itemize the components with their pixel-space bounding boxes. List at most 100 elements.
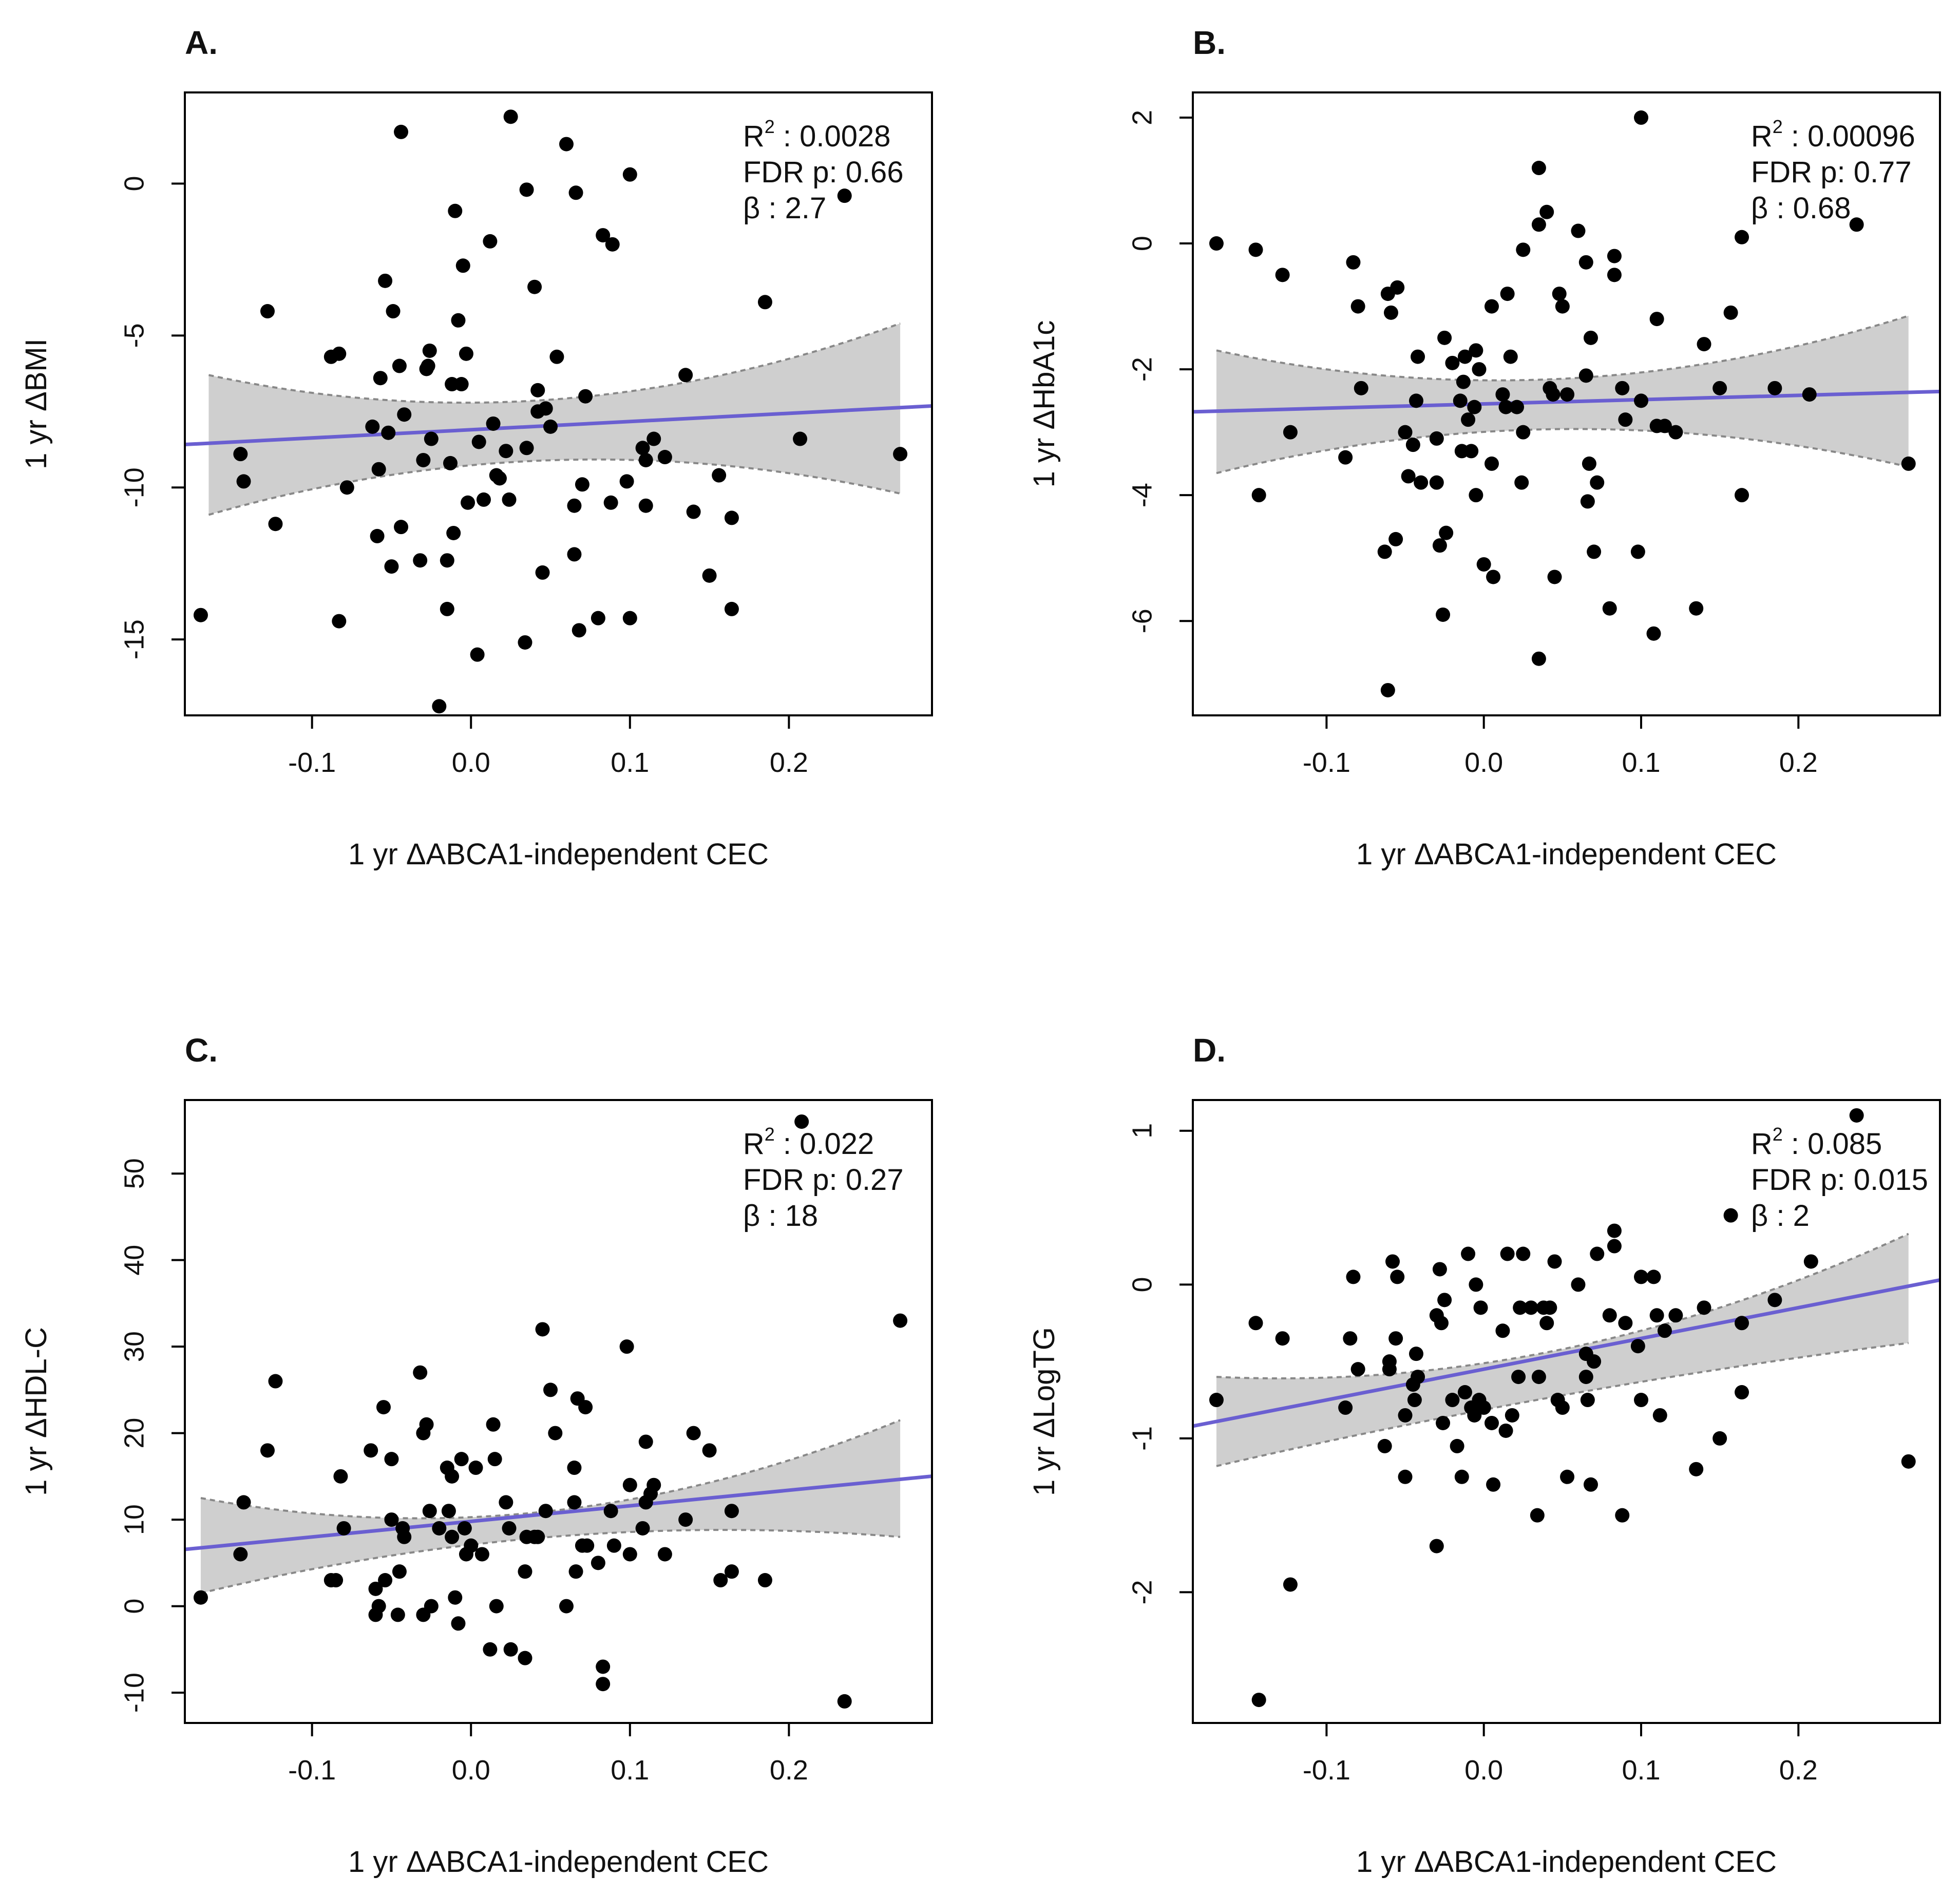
data-point — [416, 452, 431, 467]
data-point — [1248, 1316, 1263, 1331]
data-point — [1657, 419, 1672, 433]
data-point — [893, 1313, 908, 1328]
data-point — [549, 349, 564, 364]
data-point — [1547, 570, 1562, 584]
data-point — [1516, 242, 1531, 257]
x-axis-title: 1 yr ΔABCA1-independent CEC — [348, 1845, 769, 1879]
data-point — [470, 647, 485, 662]
stat-fdr-label: FDR p: — [743, 1163, 838, 1197]
data-point — [329, 1573, 344, 1588]
data-point — [1524, 1300, 1538, 1315]
data-point — [567, 498, 582, 513]
stat-beta-space — [776, 1199, 785, 1233]
data-point — [1630, 1339, 1645, 1354]
data-point — [464, 1538, 479, 1553]
data-point — [336, 1521, 351, 1536]
data-point — [657, 450, 672, 465]
data-point — [384, 1452, 399, 1467]
data-point — [1429, 431, 1444, 446]
data-point — [519, 182, 534, 197]
data-point — [702, 568, 717, 583]
y-axis-title: 1 yr ΔHDL-C — [20, 1327, 53, 1496]
data-point — [1539, 204, 1554, 219]
data-point — [1615, 1508, 1630, 1523]
data-point — [622, 611, 637, 626]
data-point — [530, 383, 545, 397]
x-tick-label: -0.1 — [288, 747, 336, 778]
data-point — [1543, 1300, 1557, 1315]
data-point — [1457, 1385, 1472, 1400]
data-point — [1560, 1469, 1575, 1484]
data-point — [1531, 1370, 1546, 1385]
data-point — [1350, 1362, 1365, 1377]
data-point — [1377, 544, 1392, 559]
data-point — [1498, 1423, 1513, 1438]
data-point — [1530, 1508, 1545, 1523]
stat-beta-value: 18 — [785, 1199, 819, 1233]
data-point — [1209, 1393, 1224, 1408]
data-point — [1439, 525, 1454, 540]
panel-title: A. — [185, 24, 218, 61]
data-point — [1473, 1300, 1488, 1315]
data-point — [1849, 1108, 1864, 1123]
data-point — [1607, 1239, 1622, 1254]
stat-beta-space — [776, 192, 785, 225]
data-point — [364, 1443, 378, 1458]
data-point — [724, 1504, 739, 1519]
data-point — [1531, 161, 1546, 176]
data-point — [538, 401, 553, 416]
data-point — [1485, 1415, 1499, 1430]
stat-fdr: FDR p: 0.66 — [743, 156, 904, 189]
data-point — [1398, 1408, 1413, 1423]
data-point — [441, 1504, 456, 1519]
data-point — [487, 1452, 502, 1467]
data-point — [486, 1417, 501, 1432]
band-lower-edge — [1216, 428, 1909, 475]
x-tick-label: 0.2 — [770, 1755, 808, 1786]
data-point — [1767, 1293, 1782, 1307]
stat-r2-colon: : — [775, 1127, 800, 1161]
panel-b: -0.1 0.0 0.1 0.2 -6 -4 -2 0 2 B. 1 yr ΔABCA1-indep… — [1027, 24, 1941, 871]
data-point — [519, 441, 534, 456]
stat-r2-value: 0.0028 — [800, 120, 890, 153]
data-point — [1634, 110, 1648, 125]
data-point — [1516, 1246, 1531, 1261]
data-point — [1436, 1415, 1451, 1430]
data-point — [1602, 1308, 1617, 1323]
data-point — [1434, 1316, 1449, 1331]
data-point — [451, 313, 466, 328]
data-point — [543, 419, 558, 434]
data-point — [397, 1529, 412, 1544]
data-point — [459, 346, 473, 361]
data-point — [1587, 544, 1602, 559]
data-point — [1849, 217, 1864, 232]
stat-r2-sup: 2 — [765, 116, 775, 137]
data-point — [1649, 312, 1664, 327]
data-point — [1590, 1246, 1605, 1261]
x-axis-title: 1 yr ΔABCA1-independent CEC — [1356, 838, 1777, 871]
data-point — [757, 295, 772, 310]
data-point — [1385, 1254, 1400, 1269]
y-tick-label: 0 — [1127, 236, 1157, 251]
data-point — [1634, 1393, 1648, 1408]
data-point — [461, 495, 475, 510]
y-tick-label: -10 — [119, 467, 149, 507]
data-point — [1388, 532, 1403, 546]
data-point — [1587, 1354, 1602, 1369]
stat-fdr-space — [838, 1163, 846, 1197]
data-point — [1735, 488, 1749, 503]
data-point — [370, 528, 385, 543]
x-tick-label: 0.1 — [1622, 747, 1660, 778]
data-point — [518, 635, 532, 650]
data-point — [568, 185, 583, 200]
data-point — [606, 1538, 621, 1553]
y-tick-label: -5 — [119, 323, 149, 348]
data-point — [499, 1495, 513, 1510]
data-point — [1383, 305, 1398, 320]
stat-fdr-value: 0.015 — [1854, 1163, 1928, 1197]
data-point — [1723, 305, 1738, 320]
data-point — [448, 1590, 463, 1605]
data-point — [392, 1564, 407, 1579]
data-point — [713, 1573, 728, 1588]
data-point — [837, 1694, 852, 1709]
